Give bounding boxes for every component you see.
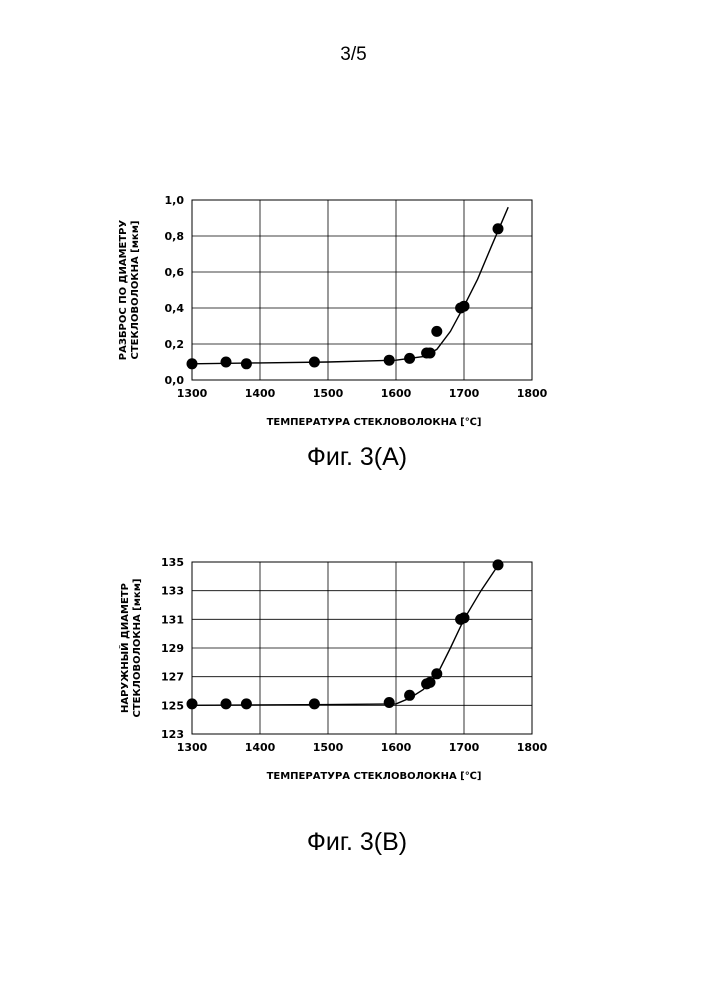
data-point <box>492 559 504 571</box>
fit-curve <box>191 206 509 365</box>
chart-b: 1300 1400 1500 1600 1700 1800 123 125 127 129 131 1… <box>118 556 548 856</box>
fit-curve <box>191 563 500 706</box>
data-point <box>240 698 252 710</box>
y-tick-label: 135 <box>161 556 184 569</box>
data-point <box>404 689 416 701</box>
data-point <box>424 347 436 359</box>
data-point <box>383 354 395 366</box>
y-tick-label: 0,6 <box>165 266 185 279</box>
data-point <box>186 358 198 370</box>
figure-caption: Фиг. 3(А) <box>307 443 407 471</box>
x-tick-label: 1600 <box>381 387 412 400</box>
y-tick-label: 133 <box>161 585 184 598</box>
x-tick-label: 1500 <box>313 387 344 400</box>
y-axis-label: СТЕКЛОВОЛОКНА [мкм] <box>132 579 143 718</box>
data-point <box>458 612 470 624</box>
data-point <box>308 356 320 368</box>
data-point <box>431 668 443 680</box>
x-tick-label: 1700 <box>449 741 480 754</box>
data-point <box>424 676 436 688</box>
x-tick-label: 1600 <box>381 741 412 754</box>
data-point <box>404 352 416 364</box>
x-tick-label: 1400 <box>245 741 276 754</box>
plot-frame <box>191 561 533 735</box>
plot-frame <box>191 199 533 381</box>
x-axis-label: ТЕМПЕРАТУРА СТЕКЛОВОЛОКНА [℃] <box>267 771 482 782</box>
data-point <box>458 300 470 312</box>
y-tick-label: 131 <box>161 613 184 626</box>
y-tick-label: 0,0 <box>165 374 185 387</box>
data-point <box>220 356 232 368</box>
data-point <box>383 696 395 708</box>
page-number: 3/5 <box>340 44 367 65</box>
data-point <box>220 698 232 710</box>
y-tick-label: 125 <box>161 699 184 712</box>
data-point <box>186 698 198 710</box>
y-tick-label: 0,2 <box>165 338 185 351</box>
data-point <box>240 358 252 370</box>
x-tick-label: 1800 <box>517 741 548 754</box>
x-tick-label: 1300 <box>177 387 208 400</box>
y-tick-label: 129 <box>161 642 184 655</box>
data-point <box>431 325 443 337</box>
y-tick-label: 1,0 <box>165 194 185 207</box>
y-tick-label: 0,4 <box>165 302 185 315</box>
x-tick-label: 1500 <box>313 741 344 754</box>
x-axis-label: ТЕМПЕРАТУРА СТЕКЛОВОЛОКНА [℃] <box>267 417 482 428</box>
x-tick-label: 1700 <box>449 387 480 400</box>
x-tick-label: 1300 <box>177 741 208 754</box>
y-axis-label: РАЗБРОС ПО ДИАМЕТРУ <box>118 219 129 360</box>
y-axis-label: СТЕКЛОВОЛОКНА [мкм] <box>130 221 141 360</box>
data-point <box>492 223 504 235</box>
chart-a: 1300 1400 1500 1600 1700 1800 0,0 0,2 0,4 0,6 0,8 1… <box>118 194 548 471</box>
data-point <box>308 698 320 710</box>
y-axis-label: НАРУЖНЫЙ ДИАМЕТР <box>118 583 131 713</box>
figure-caption: Фиг. 3(B) <box>307 828 407 856</box>
y-tick-label: 127 <box>161 671 184 684</box>
y-tick-label: 123 <box>161 728 184 741</box>
y-tick-label: 0,8 <box>165 230 185 243</box>
x-tick-label: 1400 <box>245 387 276 400</box>
x-tick-label: 1800 <box>517 387 548 400</box>
